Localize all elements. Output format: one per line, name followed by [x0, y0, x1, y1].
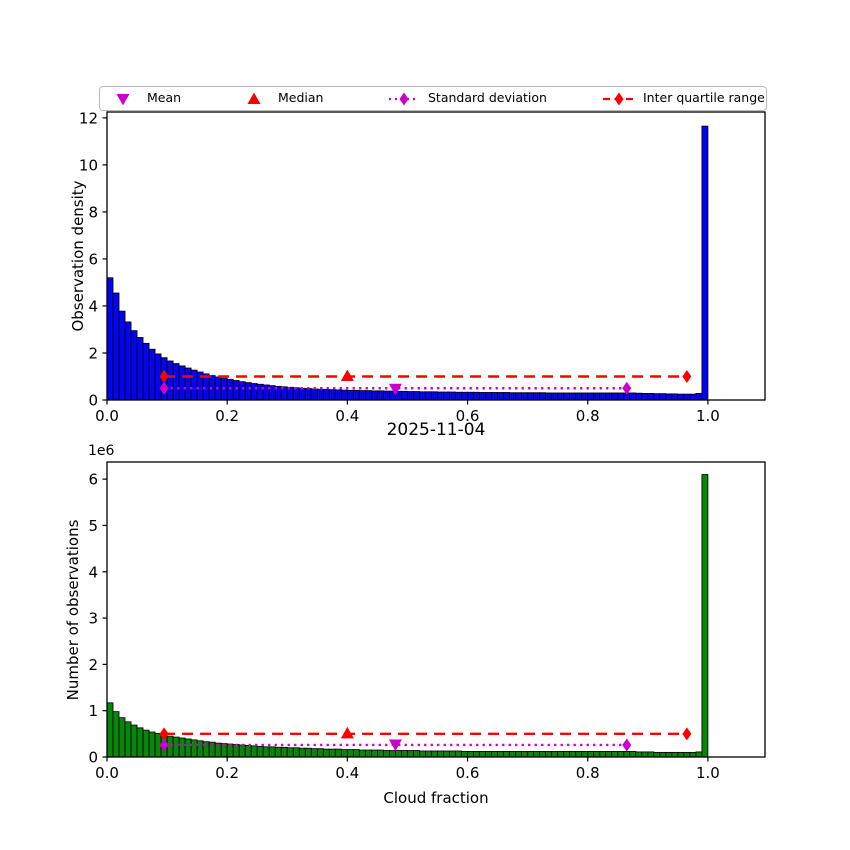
svg-text:0.4: 0.4 [335, 407, 359, 425]
svg-text:4: 4 [88, 297, 98, 315]
y-axis-offset-label: 1e6 [88, 443, 115, 459]
svg-text:12: 12 [79, 109, 98, 127]
svg-text:8: 8 [88, 203, 98, 221]
legend-label-median: Median [278, 90, 324, 106]
svg-text:0.8: 0.8 [576, 407, 600, 425]
mean-triangle-down-icon [116, 93, 130, 105]
legend-label-standard-deviation: Standard deviation [428, 90, 547, 106]
svg-text:0.6: 0.6 [456, 764, 480, 782]
svg-text:1.0: 1.0 [696, 407, 720, 425]
legend-label-mean: Mean [147, 90, 182, 106]
iqr-dashed-diamond-icon [603, 92, 635, 105]
svg-text:3: 3 [88, 610, 98, 628]
svg-text:10: 10 [79, 156, 98, 174]
median-triangle-up-icon [247, 92, 261, 104]
legend-item-standard-deviation: Standard deviation [387, 91, 547, 107]
svg-text:0.2: 0.2 [215, 407, 239, 425]
legend-item-median: Median [237, 91, 323, 107]
svg-text:1: 1 [88, 702, 98, 720]
svg-text:4: 4 [88, 563, 98, 581]
svg-text:0.0: 0.0 [95, 407, 119, 425]
svg-text:0.8: 0.8 [576, 764, 600, 782]
svg-text:0: 0 [88, 392, 98, 410]
svg-text:2: 2 [88, 656, 98, 674]
bottom-y-axis-label: Number of observations [64, 519, 82, 701]
svg-text:6: 6 [88, 471, 98, 489]
std-dotted-diamond-icon [389, 92, 419, 105]
svg-text:2: 2 [88, 344, 98, 362]
x-axis-label: Cloud fraction [383, 789, 489, 807]
svg-text:1.0: 1.0 [696, 764, 720, 782]
svg-text:0.0: 0.0 [95, 764, 119, 782]
legend-label-inter-quartile-range: Inter quartile range [643, 90, 765, 106]
svg-text:5: 5 [88, 517, 98, 535]
top-y-axis-label: Observation density [69, 180, 87, 332]
legend: Mean Median Standard deviation Inter qua… [99, 86, 767, 111]
svg-text:0.2: 0.2 [215, 764, 239, 782]
svg-text:0.4: 0.4 [335, 764, 359, 782]
svg-text:0: 0 [88, 749, 98, 767]
legend-item-inter-quartile-range: Inter quartile range [602, 91, 765, 107]
legend-item-mean: Mean [106, 91, 181, 107]
svg-text:6: 6 [88, 250, 98, 268]
svg-text:0.6: 0.6 [456, 407, 480, 425]
chart-title: 2025-11-04 [386, 420, 486, 440]
